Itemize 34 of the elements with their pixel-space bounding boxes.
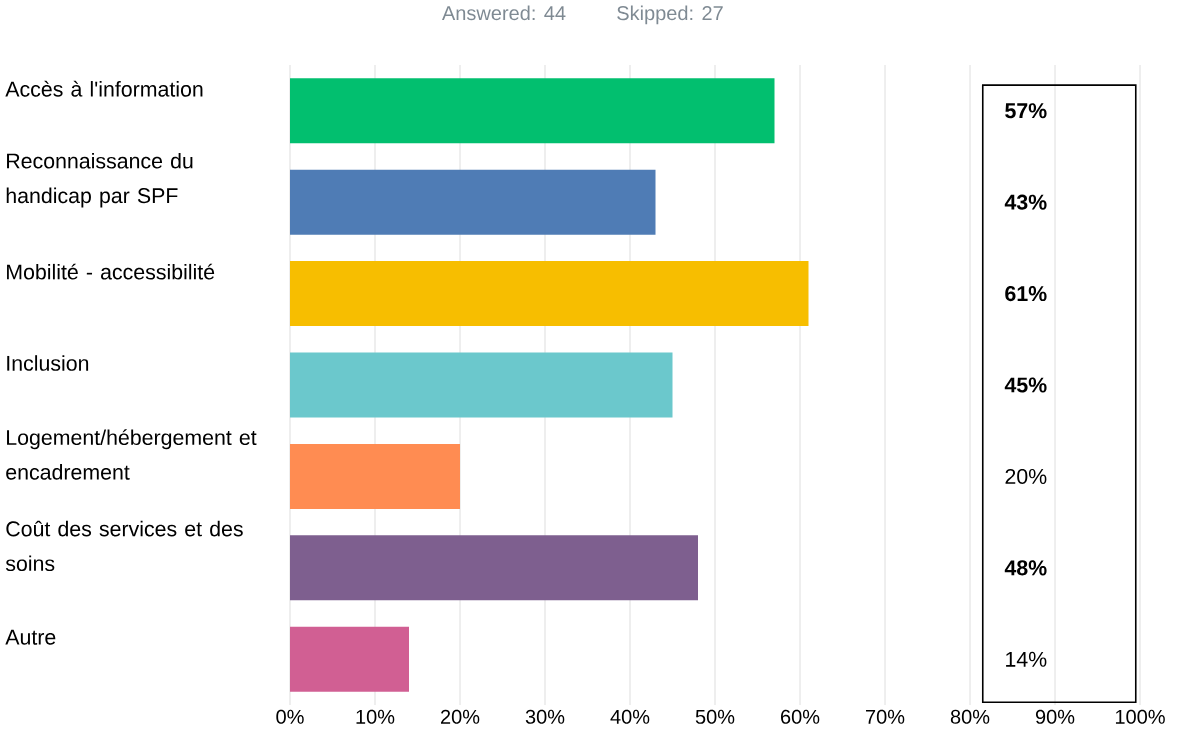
y-tick-label: Reconnaissance du handicap par SPF	[6, 152, 193, 208]
data-label: 61%	[1005, 286, 1047, 302]
bar	[290, 261, 809, 327]
y-tick-label: Inclusion	[7, 355, 89, 371]
x-tick-label: 100%	[1115, 709, 1165, 724]
x-tick-label: 10%	[356, 709, 395, 724]
bar	[290, 626, 409, 692]
bar	[290, 352, 673, 418]
data-label: 14%	[1006, 651, 1047, 667]
x-tick-label: 50%	[695, 709, 735, 724]
data-label: 57%	[1005, 103, 1047, 119]
bar	[290, 169, 656, 235]
y-tick-label: Autre	[5, 629, 56, 645]
x-tick-label: 20%	[440, 709, 480, 724]
y-tick-label: Accès à l'information	[5, 80, 203, 97]
x-tick-label: 80%	[950, 709, 990, 724]
data-label: 48%	[1004, 560, 1047, 576]
x-tick-label: 90%	[1035, 709, 1075, 724]
data-label: 45%	[1004, 377, 1047, 393]
chart-title: Answered: 44	[441, 5, 566, 21]
bar	[290, 78, 775, 144]
x-tick-label: 60%	[781, 709, 820, 724]
data-label: 43%	[1004, 194, 1047, 210]
bar	[290, 535, 698, 601]
y-tick-label: Mobilité - accessibilité	[7, 263, 215, 280]
bar	[290, 443, 461, 509]
chart-subtitle: Skipped: 27	[617, 5, 723, 25]
x-tick-label: 30%	[525, 709, 565, 724]
y-tick-label: Logement/hébergement et encadrement	[6, 429, 257, 480]
x-tick-label: 0%	[276, 709, 304, 724]
y-tick-label: Coût des services et des soins	[5, 520, 243, 572]
x-tick-label: 70%	[866, 709, 905, 724]
data-label: 20%	[1005, 468, 1047, 484]
x-tick-label: 40%	[610, 709, 650, 724]
